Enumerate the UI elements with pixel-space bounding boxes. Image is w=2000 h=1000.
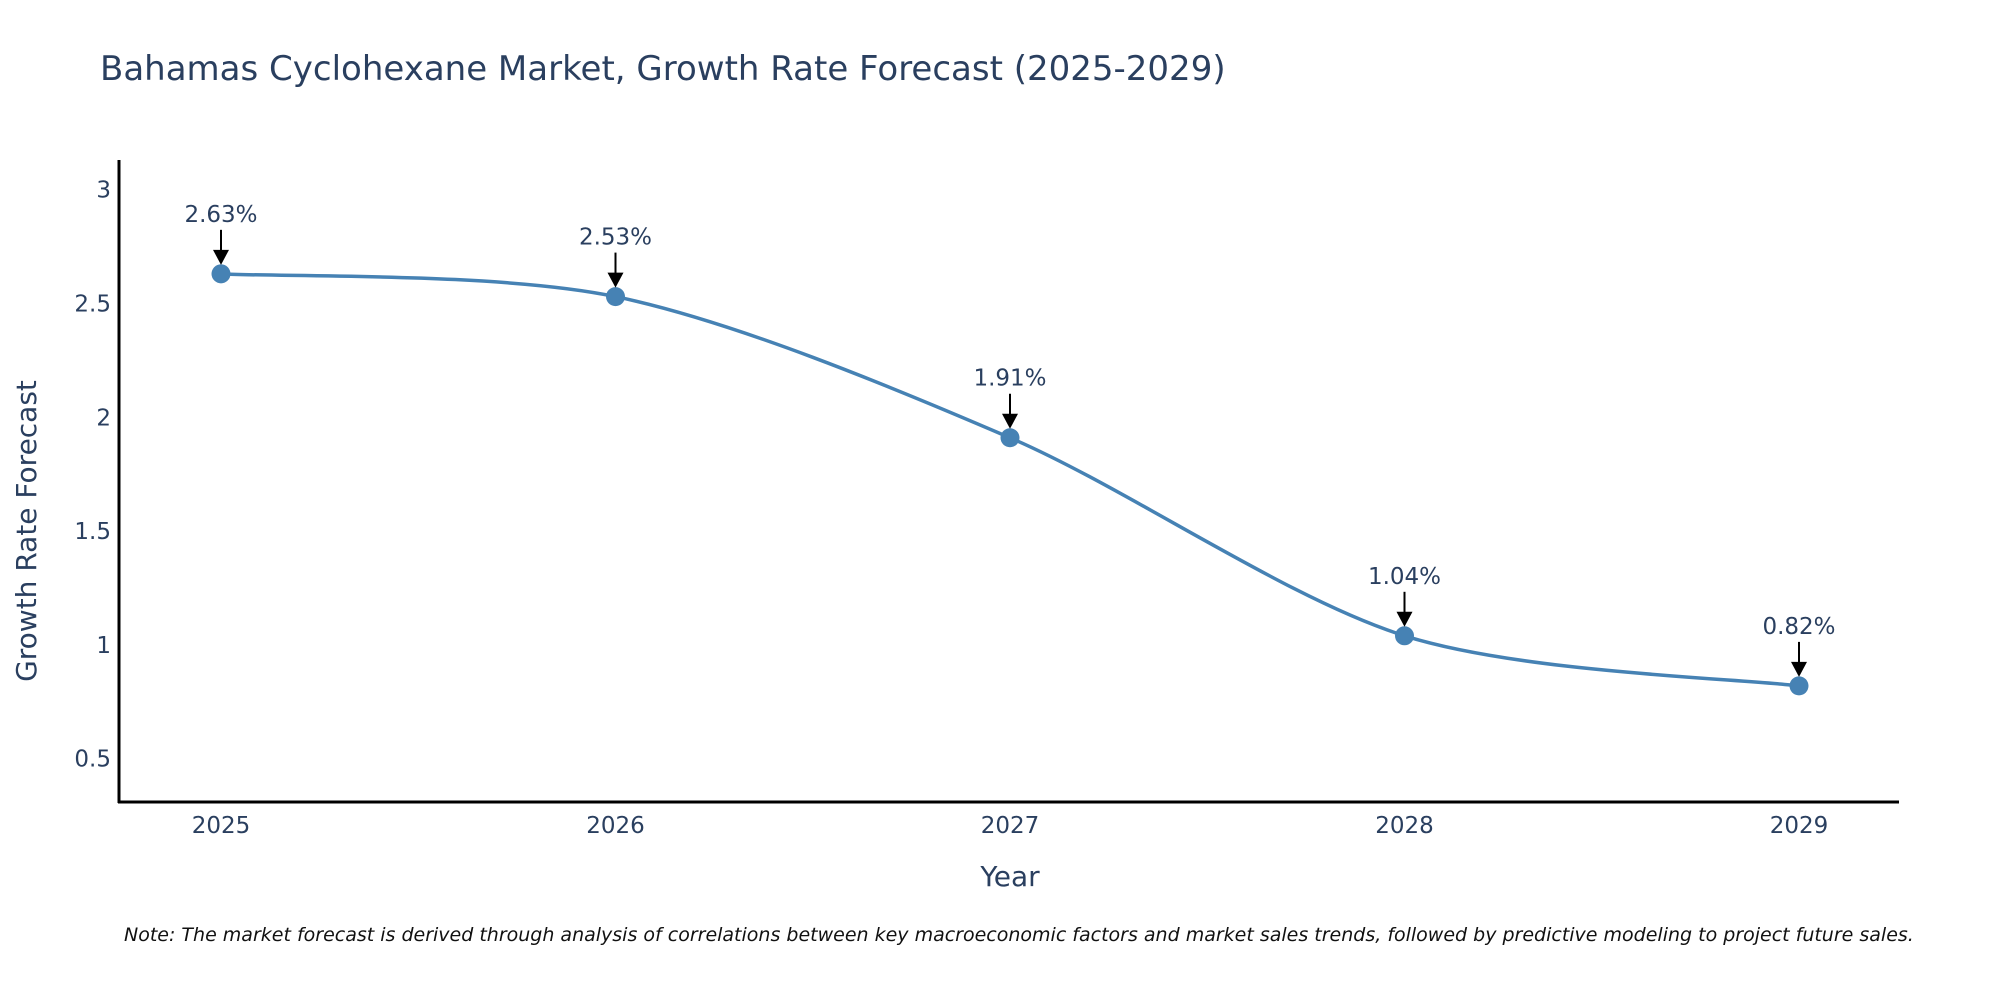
- footnote: Note: The market forecast is derived thr…: [124, 924, 1914, 946]
- data-point: [1000, 428, 1020, 448]
- annotation-arrow-head: [1002, 413, 1018, 429]
- data-markers: [211, 264, 1809, 696]
- data-label: 2.63%: [184, 202, 257, 228]
- y-tick-label: 2: [96, 405, 111, 431]
- data-label: 1.91%: [973, 366, 1046, 392]
- data-point: [1789, 676, 1809, 696]
- x-tick-label: 2026: [586, 813, 645, 839]
- x-axis-title: Year: [979, 860, 1040, 893]
- series-line: [219, 272, 1801, 688]
- data-annotations: 2.63% 2.53% 1.91% 1.04% 0.82%: [184, 202, 1836, 677]
- annotation-arrow-head: [213, 249, 229, 265]
- annotation-arrow-head: [1791, 661, 1807, 677]
- chart-title: Bahamas Cyclohexane Market, Growth Rate …: [100, 49, 1226, 89]
- y-tick-label: 3: [96, 178, 111, 204]
- data-point: [211, 264, 231, 284]
- y-tick-label: 1: [96, 633, 111, 659]
- y-tick-label: 2.5: [74, 291, 111, 317]
- x-tick-label: 2025: [192, 813, 251, 839]
- x-tick-label: 2027: [981, 813, 1040, 839]
- x-tick-label: 2029: [1770, 813, 1829, 839]
- data-label: 0.82%: [1762, 614, 1835, 640]
- data-label: 1.04%: [1368, 564, 1441, 590]
- y-axis-title: Growth Rate Forecast: [10, 380, 43, 682]
- y-axis-ticks: 0.5 1 1.5 2 2.5 3: [74, 178, 111, 773]
- x-tick-label: 2028: [1375, 813, 1434, 839]
- annotation-arrow-head: [1396, 611, 1413, 627]
- x-axis-ticks: 2025 2026 2027 2028 2029: [192, 813, 1829, 839]
- y-tick-label: 1.5: [74, 519, 111, 545]
- annotation-arrow-head: [607, 272, 624, 288]
- data-point: [1395, 626, 1414, 646]
- y-tick-label: 0.5: [74, 747, 111, 773]
- data-point: [606, 287, 625, 307]
- data-label: 2.53%: [579, 225, 652, 251]
